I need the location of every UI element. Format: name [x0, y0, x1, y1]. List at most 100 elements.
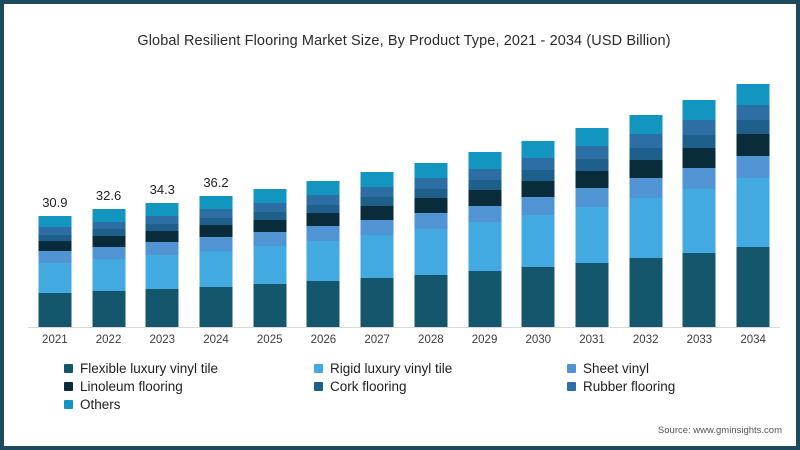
bar-segment-sheet-vinyl[interactable]	[360, 219, 394, 236]
bar-segment-cork-flooring[interactable]	[521, 170, 555, 181]
bar-segment-flexible-luxury-vinyl-tile[interactable]	[414, 274, 448, 328]
bar-segment-cork-flooring[interactable]	[145, 223, 179, 231]
bar-segment-sheet-vinyl[interactable]	[736, 155, 770, 179]
bar-group[interactable]: 30.9	[28, 66, 82, 328]
bar-group[interactable]	[726, 66, 780, 328]
bar-segment-others[interactable]	[682, 99, 716, 121]
stacked-bar[interactable]	[414, 162, 448, 328]
bar-segment-cork-flooring[interactable]	[306, 204, 340, 214]
bar-segment-rubber-flooring[interactable]	[736, 104, 770, 121]
bar-segment-sheet-vinyl[interactable]	[468, 205, 502, 223]
bar-segment-others[interactable]	[145, 203, 179, 216]
bar-segment-sheet-vinyl[interactable]	[575, 188, 609, 208]
bar-segment-sheet-vinyl[interactable]	[306, 226, 340, 241]
bar-segment-rubber-flooring[interactable]	[306, 195, 340, 205]
bar-segment-rubber-flooring[interactable]	[253, 202, 287, 212]
bar-segment-others[interactable]	[521, 141, 555, 159]
legend-item-cork-flooring[interactable]: Cork flooring	[314, 380, 567, 394]
bar-segment-sheet-vinyl[interactable]	[682, 167, 716, 189]
bar-segment-linoleum-flooring[interactable]	[38, 241, 72, 252]
bar-segment-rigid-luxury-vinyl-tile[interactable]	[414, 229, 448, 275]
bar-group[interactable]	[404, 66, 458, 328]
legend-item-sheet-vinyl[interactable]: Sheet vinyl	[567, 362, 649, 376]
bar-segment-others[interactable]	[414, 162, 448, 179]
legend-item-linoleum-flooring[interactable]: Linoleum flooring	[64, 380, 314, 394]
bar-segment-cork-flooring[interactable]	[736, 120, 770, 135]
bar-segment-linoleum-flooring[interactable]	[199, 225, 233, 238]
stacked-bar[interactable]	[38, 215, 72, 328]
bar-group[interactable]	[673, 66, 727, 328]
bar-segment-others[interactable]	[360, 172, 394, 187]
bar-segment-linoleum-flooring[interactable]	[360, 206, 394, 220]
bar-segment-cork-flooring[interactable]	[682, 134, 716, 148]
bar-segment-rubber-flooring[interactable]	[682, 120, 716, 135]
bar-group[interactable]	[458, 66, 512, 328]
bar-segment-others[interactable]	[736, 83, 770, 105]
bar-segment-rigid-luxury-vinyl-tile[interactable]	[92, 258, 126, 291]
bar-segment-rigid-luxury-vinyl-tile[interactable]	[253, 245, 287, 284]
bar-group[interactable]	[511, 66, 565, 328]
bar-segment-others[interactable]	[38, 215, 72, 228]
bar-segment-flexible-luxury-vinyl-tile[interactable]	[575, 262, 609, 328]
bar-segment-rubber-flooring[interactable]	[521, 158, 555, 171]
stacked-bar[interactable]	[736, 83, 770, 328]
stacked-bar[interactable]	[92, 209, 126, 328]
bar-segment-rigid-luxury-vinyl-tile[interactable]	[682, 188, 716, 253]
stacked-bar[interactable]	[145, 203, 179, 328]
bar-segment-cork-flooring[interactable]	[414, 189, 448, 199]
bar-segment-linoleum-flooring[interactable]	[468, 190, 502, 206]
bar-segment-rubber-flooring[interactable]	[414, 178, 448, 190]
bar-group[interactable]: 34.3	[135, 66, 189, 328]
bar-segment-linoleum-flooring[interactable]	[306, 213, 340, 227]
bar-segment-cork-flooring[interactable]	[199, 217, 233, 226]
bar-segment-rigid-luxury-vinyl-tile[interactable]	[629, 198, 663, 259]
bar-segment-linoleum-flooring[interactable]	[92, 236, 126, 247]
bar-group[interactable]: 36.2	[189, 66, 243, 328]
bar-segment-rubber-flooring[interactable]	[360, 186, 394, 198]
legend-item-rubber-flooring[interactable]: Rubber flooring	[567, 380, 675, 394]
bar-segment-rubber-flooring[interactable]	[145, 215, 179, 224]
bar-segment-sheet-vinyl[interactable]	[199, 237, 233, 251]
bar-segment-linoleum-flooring[interactable]	[145, 230, 179, 243]
stacked-bar[interactable]	[575, 128, 609, 328]
bar-segment-cork-flooring[interactable]	[38, 234, 72, 242]
bar-group[interactable]	[565, 66, 619, 328]
bar-segment-sheet-vinyl[interactable]	[521, 197, 555, 216]
legend-item-others[interactable]: Others	[64, 398, 314, 412]
bar-group[interactable]	[243, 66, 297, 328]
bar-segment-cork-flooring[interactable]	[468, 179, 502, 191]
bar-segment-flexible-luxury-vinyl-tile[interactable]	[199, 286, 233, 328]
bar-group[interactable]	[297, 66, 351, 328]
bar-segment-cork-flooring[interactable]	[253, 211, 287, 220]
bar-segment-flexible-luxury-vinyl-tile[interactable]	[682, 252, 716, 328]
bar-segment-rubber-flooring[interactable]	[38, 227, 72, 235]
bar-segment-flexible-luxury-vinyl-tile[interactable]	[306, 281, 340, 328]
bar-segment-rigid-luxury-vinyl-tile[interactable]	[38, 262, 72, 294]
bar-segment-sheet-vinyl[interactable]	[38, 251, 72, 263]
bar-segment-rubber-flooring[interactable]	[199, 209, 233, 218]
bar-segment-cork-flooring[interactable]	[575, 159, 609, 171]
bar-segment-sheet-vinyl[interactable]	[145, 242, 179, 255]
bar-segment-flexible-luxury-vinyl-tile[interactable]	[253, 283, 287, 328]
bar-group[interactable]: 32.6	[82, 66, 136, 328]
bar-segment-others[interactable]	[468, 152, 502, 169]
bar-segment-others[interactable]	[575, 128, 609, 147]
legend-item-rigid-luxury-vinyl-tile[interactable]: Rigid luxury vinyl tile	[314, 362, 567, 376]
stacked-bar[interactable]	[360, 172, 394, 328]
stacked-bar[interactable]	[521, 141, 555, 328]
bar-segment-sheet-vinyl[interactable]	[414, 213, 448, 230]
bar-segment-others[interactable]	[92, 209, 126, 222]
bar-segment-rigid-luxury-vinyl-tile[interactable]	[145, 254, 179, 289]
stacked-bar[interactable]	[629, 114, 663, 328]
bar-segment-linoleum-flooring[interactable]	[575, 170, 609, 189]
bar-segment-rigid-luxury-vinyl-tile[interactable]	[468, 222, 502, 272]
bar-segment-flexible-luxury-vinyl-tile[interactable]	[92, 290, 126, 328]
stacked-bar[interactable]	[682, 99, 716, 328]
bar-segment-linoleum-flooring[interactable]	[253, 219, 287, 232]
bar-segment-cork-flooring[interactable]	[629, 147, 663, 160]
stacked-bar[interactable]	[468, 152, 502, 328]
bar-segment-flexible-luxury-vinyl-tile[interactable]	[360, 278, 394, 328]
bar-segment-flexible-luxury-vinyl-tile[interactable]	[468, 271, 502, 328]
bar-group[interactable]	[619, 66, 673, 328]
bar-segment-linoleum-flooring[interactable]	[682, 147, 716, 168]
